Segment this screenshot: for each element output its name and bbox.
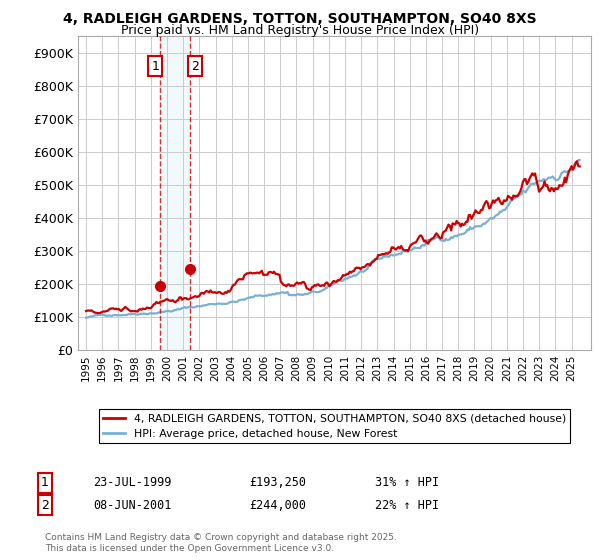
Text: 2: 2 bbox=[41, 498, 49, 512]
Text: 2: 2 bbox=[191, 59, 199, 73]
Text: Contains HM Land Registry data © Crown copyright and database right 2025.
This d: Contains HM Land Registry data © Crown c… bbox=[45, 534, 397, 553]
Bar bbox=[160, 36, 190, 350]
Text: £244,000: £244,000 bbox=[249, 498, 306, 512]
Text: 31% ↑ HPI: 31% ↑ HPI bbox=[375, 476, 439, 489]
Text: 08-JUN-2001: 08-JUN-2001 bbox=[93, 498, 172, 512]
Text: 1: 1 bbox=[41, 476, 49, 489]
Text: Price paid vs. HM Land Registry's House Price Index (HPI): Price paid vs. HM Land Registry's House … bbox=[121, 24, 479, 37]
Text: 23-JUL-1999: 23-JUL-1999 bbox=[93, 476, 172, 489]
Text: £193,250: £193,250 bbox=[249, 476, 306, 489]
Text: 1: 1 bbox=[151, 59, 159, 73]
Legend: 4, RADLEIGH GARDENS, TOTTON, SOUTHAMPTON, SO40 8XS (detached house), HPI: Averag: 4, RADLEIGH GARDENS, TOTTON, SOUTHAMPTON… bbox=[99, 409, 570, 444]
Text: 4, RADLEIGH GARDENS, TOTTON, SOUTHAMPTON, SO40 8XS: 4, RADLEIGH GARDENS, TOTTON, SOUTHAMPTON… bbox=[63, 12, 537, 26]
Text: 22% ↑ HPI: 22% ↑ HPI bbox=[375, 498, 439, 512]
